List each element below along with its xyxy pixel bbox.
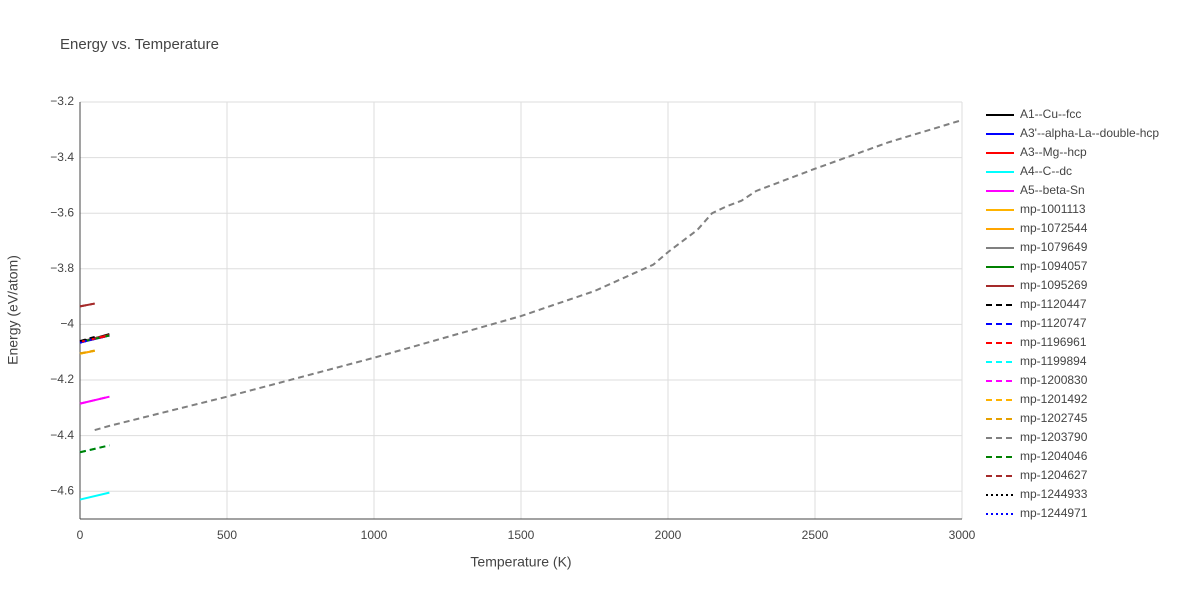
x-tick-label: 2000 bbox=[655, 528, 682, 542]
y-tick-label: −4 bbox=[60, 317, 74, 331]
legend-label: A4--C--dc bbox=[1020, 164, 1072, 178]
legend-label: mp-1072544 bbox=[1020, 221, 1088, 235]
legend-label: A5--beta-Sn bbox=[1020, 183, 1085, 197]
series-line bbox=[79, 395, 110, 405]
legend-label: mp-1095269 bbox=[1020, 278, 1088, 292]
legend-label: mp-1202745 bbox=[1020, 411, 1088, 425]
legend-label: mp-1204046 bbox=[1020, 449, 1088, 463]
legend-label: mp-1200830 bbox=[1020, 373, 1088, 387]
legend-label: mp-1196961 bbox=[1020, 335, 1087, 349]
legend-label: A1--Cu--fcc bbox=[1020, 107, 1081, 121]
x-tick-label: 2500 bbox=[802, 528, 829, 542]
legend-label: mp-1120747 bbox=[1020, 316, 1087, 330]
x-tick-label: 1500 bbox=[508, 528, 535, 542]
legend-label: mp-1199894 bbox=[1020, 354, 1087, 368]
legend-label: mp-1203790 bbox=[1020, 430, 1088, 444]
y-tick-label: −3.2 bbox=[50, 94, 74, 108]
y-tick-label: −3.4 bbox=[50, 150, 74, 164]
y-tick-label: −3.8 bbox=[50, 261, 74, 275]
y-axis-label: Energy (eV/atom) bbox=[5, 255, 21, 365]
y-tick-label: −4.2 bbox=[50, 372, 74, 386]
y-tick-label: −4.4 bbox=[50, 428, 74, 442]
x-axis-label: Temperature (K) bbox=[470, 554, 571, 570]
legend-label: mp-1244933 bbox=[1020, 487, 1088, 501]
series-line bbox=[79, 444, 110, 454]
x-tick-label: 3000 bbox=[949, 528, 976, 542]
legend-label: A3'--alpha-La--double-hcp bbox=[1020, 126, 1159, 140]
x-tick-label: 500 bbox=[217, 528, 237, 542]
x-tick-label: 0 bbox=[77, 528, 84, 542]
series-line bbox=[79, 302, 95, 308]
legend-label: mp-1094057 bbox=[1020, 259, 1088, 273]
legend-label: mp-1201492 bbox=[1020, 392, 1088, 406]
series-line bbox=[79, 491, 110, 501]
chart-title: Energy vs. Temperature bbox=[60, 36, 219, 53]
y-tick-label: −3.6 bbox=[50, 205, 74, 219]
series-line bbox=[79, 349, 95, 355]
legend-label: mp-1244971 bbox=[1020, 506, 1088, 520]
legend-label: A3--Mg--hcp bbox=[1020, 145, 1087, 159]
x-tick-label: 1000 bbox=[361, 528, 388, 542]
legend-label: mp-1204627 bbox=[1020, 468, 1088, 482]
legend-label: mp-1079649 bbox=[1020, 240, 1088, 254]
legend-label: mp-1001113 bbox=[1020, 202, 1086, 216]
legend-label: mp-1120447 bbox=[1020, 297, 1087, 311]
y-tick-label: −4.6 bbox=[50, 483, 74, 497]
series-line bbox=[94, 119, 963, 432]
